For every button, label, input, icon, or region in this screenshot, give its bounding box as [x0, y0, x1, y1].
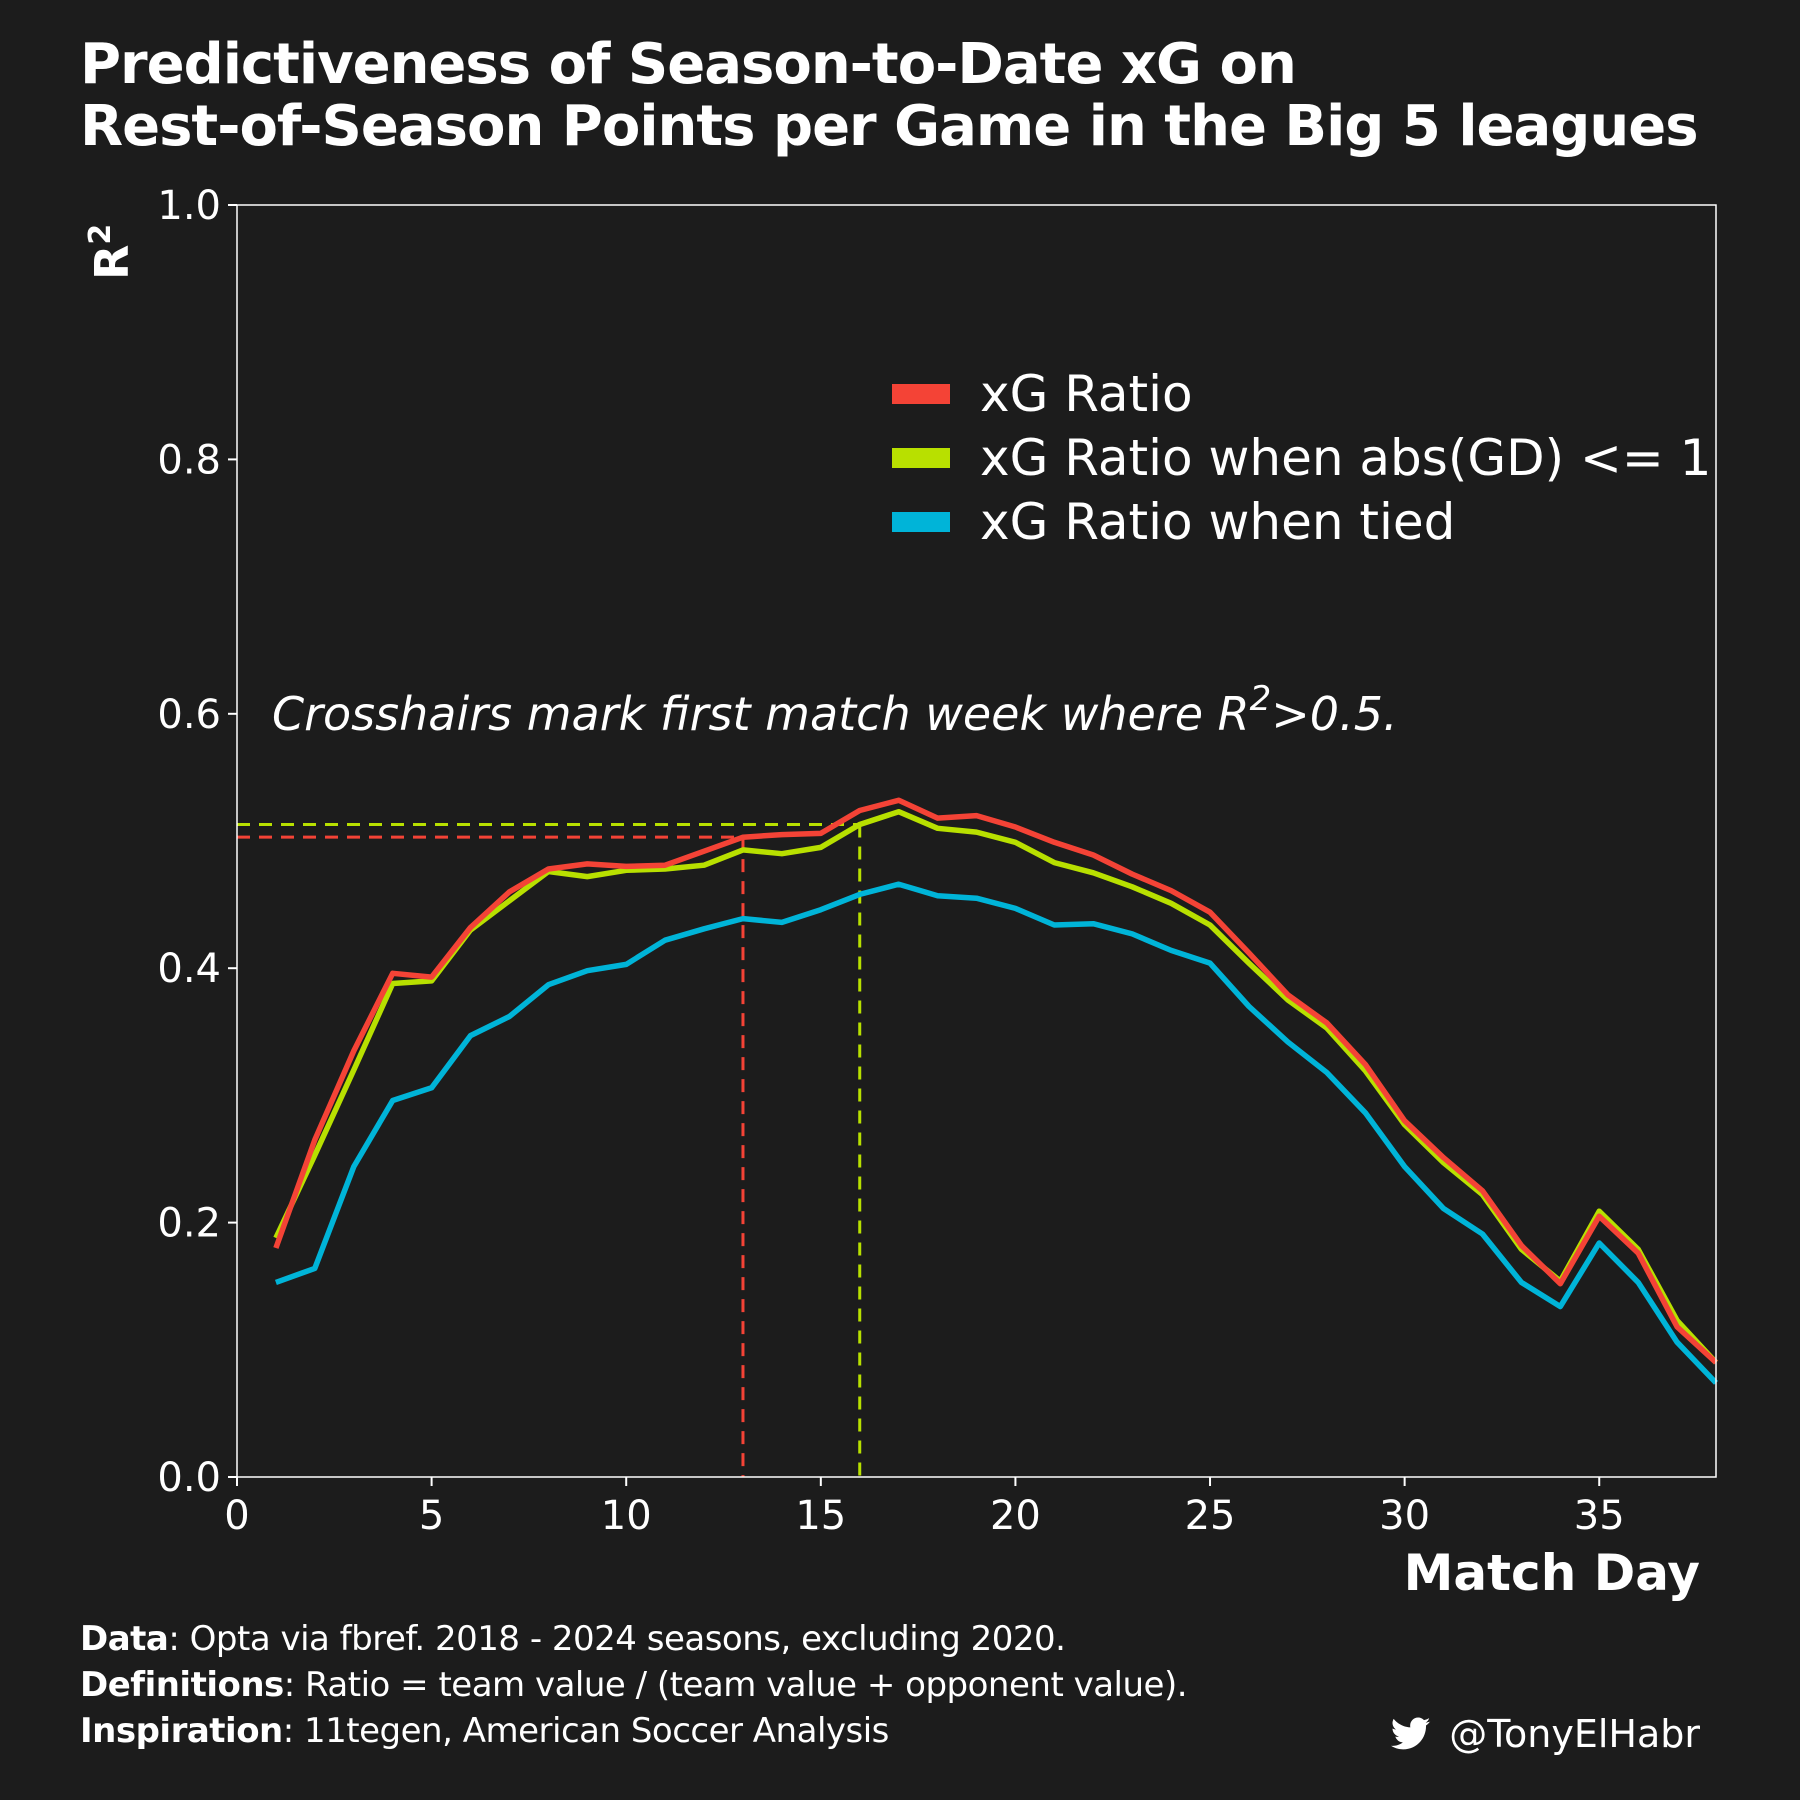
chart-title: Predictiveness of Season-to-Date xG on R…: [80, 34, 1740, 158]
annotation-text: Crosshairs mark first match week where R: [272, 687, 1250, 741]
legend-swatch-1: [892, 384, 950, 404]
x-tick-label: 30: [1379, 1493, 1430, 1539]
title-line-1: Predictiveness of Season-to-Date xG on: [80, 32, 1297, 97]
legend-label-3: xG Ratio when tied: [980, 493, 1455, 551]
author-handle: @TonyElHabr: [1391, 1712, 1700, 1756]
x-tick-label: 10: [601, 1493, 652, 1539]
caption-inspiration-line: Inspiration: 11tegen, American Soccer An…: [80, 1708, 1187, 1754]
y-axis-label-sup: 2: [83, 224, 118, 245]
series-line-1: [273, 797, 1718, 1365]
series-line-3: [274, 881, 1718, 1385]
x-tick-label: 35: [1574, 1493, 1625, 1539]
caption-data-label: Data: [80, 1619, 169, 1659]
annotation-sup: 2: [1250, 679, 1272, 719]
y-tick-label: 1.0: [157, 183, 221, 229]
caption-data-text: : Opta via fbref. 2018 - 2024 seasons, e…: [168, 1619, 1066, 1659]
y-tick-label: 0.0: [157, 1455, 221, 1501]
x-tick-label: 0: [224, 1493, 249, 1539]
series-line-2: [273, 808, 1719, 1365]
annotation-tail: >0.5.: [1271, 687, 1397, 741]
y-tick-label: 0.6: [157, 692, 221, 738]
legend-label-2: xG Ratio when abs(GD) <= 1: [980, 429, 1712, 487]
caption-inspiration-label: Inspiration: [80, 1711, 283, 1751]
caption-inspiration-text: : 11tegen, American Soccer Analysis: [282, 1711, 890, 1751]
legend-swatch-3: [892, 512, 950, 532]
title-line-2: Rest-of-Season Points per Game in the Bi…: [80, 94, 1699, 159]
y-tick-label: 0.4: [157, 946, 221, 992]
y-axis-label-main: R: [85, 245, 139, 280]
x-tick-label: 25: [1185, 1493, 1236, 1539]
caption-definitions-label: Definitions: [80, 1665, 284, 1705]
author-handle-text: @TonyElHabr: [1449, 1712, 1700, 1756]
y-axis-label: R2: [83, 224, 139, 280]
caption: Data: Opta via fbref. 2018 - 2024 season…: [80, 1616, 1188, 1754]
x-tick-label: 5: [419, 1493, 444, 1539]
x-axis-label: Match Day: [1404, 1544, 1700, 1602]
x-tick-label: 20: [990, 1493, 1041, 1539]
plot-frame: [236, 204, 1717, 1478]
caption-definitions-line: Definitions: Ratio = team value / (team …: [80, 1662, 1188, 1708]
crosshair-annotation: Crosshairs mark first match week where R…: [272, 679, 1398, 741]
caption-definitions-text: : Ratio = team value / (team value + opp…: [283, 1665, 1188, 1705]
caption-data-line: Data: Opta via fbref. 2018 - 2024 season…: [80, 1616, 1187, 1662]
legend-swatch-2: [892, 448, 950, 468]
twitter-bird-icon: [1391, 1717, 1431, 1750]
y-tick-label: 0.8: [157, 437, 221, 483]
legend-label-1: xG Ratio: [980, 365, 1193, 423]
x-tick-label: 15: [795, 1493, 846, 1539]
y-tick-label: 0.2: [157, 1201, 221, 1247]
